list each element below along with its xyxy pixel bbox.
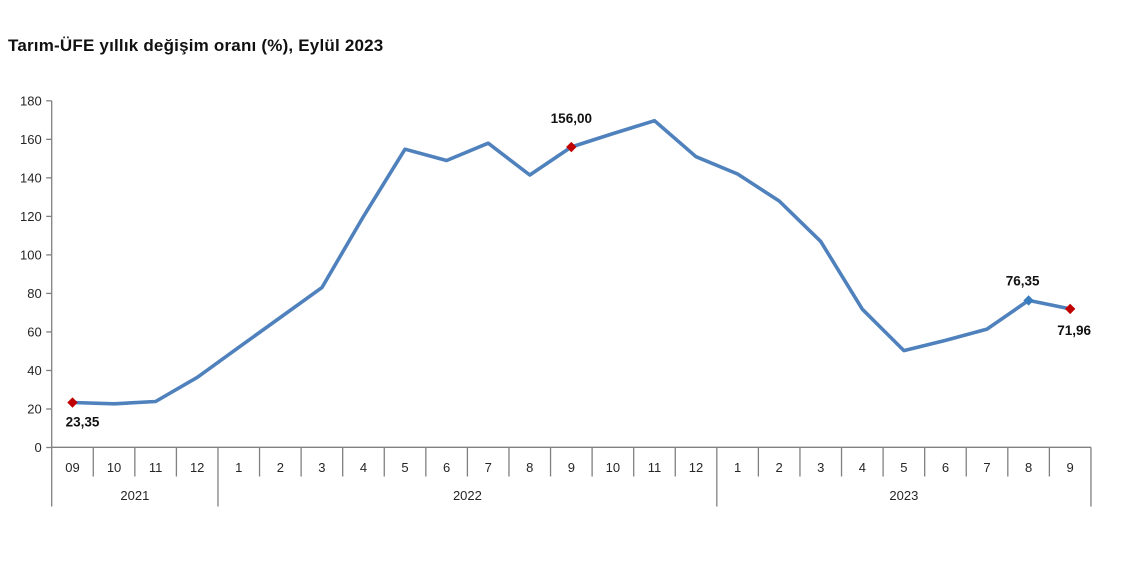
- series-line: [70, 118, 1072, 406]
- year-label: 2021: [120, 488, 149, 503]
- month-label: 12: [190, 460, 204, 475]
- month-label: 2: [776, 460, 783, 475]
- month-label: 11: [648, 460, 662, 475]
- y-tick-label: 80: [27, 286, 41, 301]
- month-label: 5: [900, 460, 907, 475]
- data-marker: [1023, 295, 1034, 306]
- chart-title: Tarım-ÜFE yıllık değişim oranı (%), Eylü…: [8, 36, 384, 55]
- y-tick-label: 20: [27, 401, 41, 416]
- data-label: 23,35: [66, 415, 100, 430]
- data-marker: [566, 141, 577, 153]
- month-label: 8: [1025, 460, 1032, 475]
- month-label: 11: [149, 460, 163, 475]
- month-label: 7: [983, 460, 990, 475]
- month-label: 12: [689, 460, 703, 475]
- month-label: 10: [606, 460, 620, 475]
- data-label: 71,96: [1057, 323, 1091, 338]
- month-label: 1: [734, 460, 741, 475]
- data-label: 76,35: [1006, 273, 1040, 288]
- month-label: 4: [360, 460, 367, 475]
- y-tick-label: 140: [20, 170, 42, 185]
- year-label: 2022: [453, 488, 482, 503]
- month-label: 3: [318, 460, 325, 475]
- month-label: 9: [568, 460, 575, 475]
- month-label: 4: [859, 460, 866, 475]
- month-label: 1: [235, 460, 242, 475]
- y-tick-label: 0: [34, 440, 41, 455]
- month-label: 6: [942, 460, 949, 475]
- y-tick-label: 40: [27, 363, 41, 378]
- month-label: 8: [526, 460, 533, 475]
- data-label: 156,00: [551, 111, 592, 126]
- month-label: 9: [1067, 460, 1074, 475]
- y-tick-label: 180: [20, 93, 42, 108]
- month-label: 7: [485, 460, 492, 475]
- month-label: 3: [817, 460, 824, 475]
- y-tick-label: 160: [20, 132, 42, 147]
- month-label: 6: [443, 460, 450, 475]
- month-label: 10: [107, 460, 121, 475]
- y-tick-label: 120: [20, 209, 42, 224]
- data-marker: [1064, 303, 1076, 315]
- year-label: 2023: [889, 488, 918, 503]
- y-tick-label: 60: [27, 324, 41, 339]
- month-label: 5: [401, 460, 408, 475]
- month-label: 09: [65, 460, 79, 475]
- y-tick-label: 100: [20, 247, 42, 262]
- data-marker: [67, 397, 78, 408]
- month-label: 2: [277, 460, 284, 475]
